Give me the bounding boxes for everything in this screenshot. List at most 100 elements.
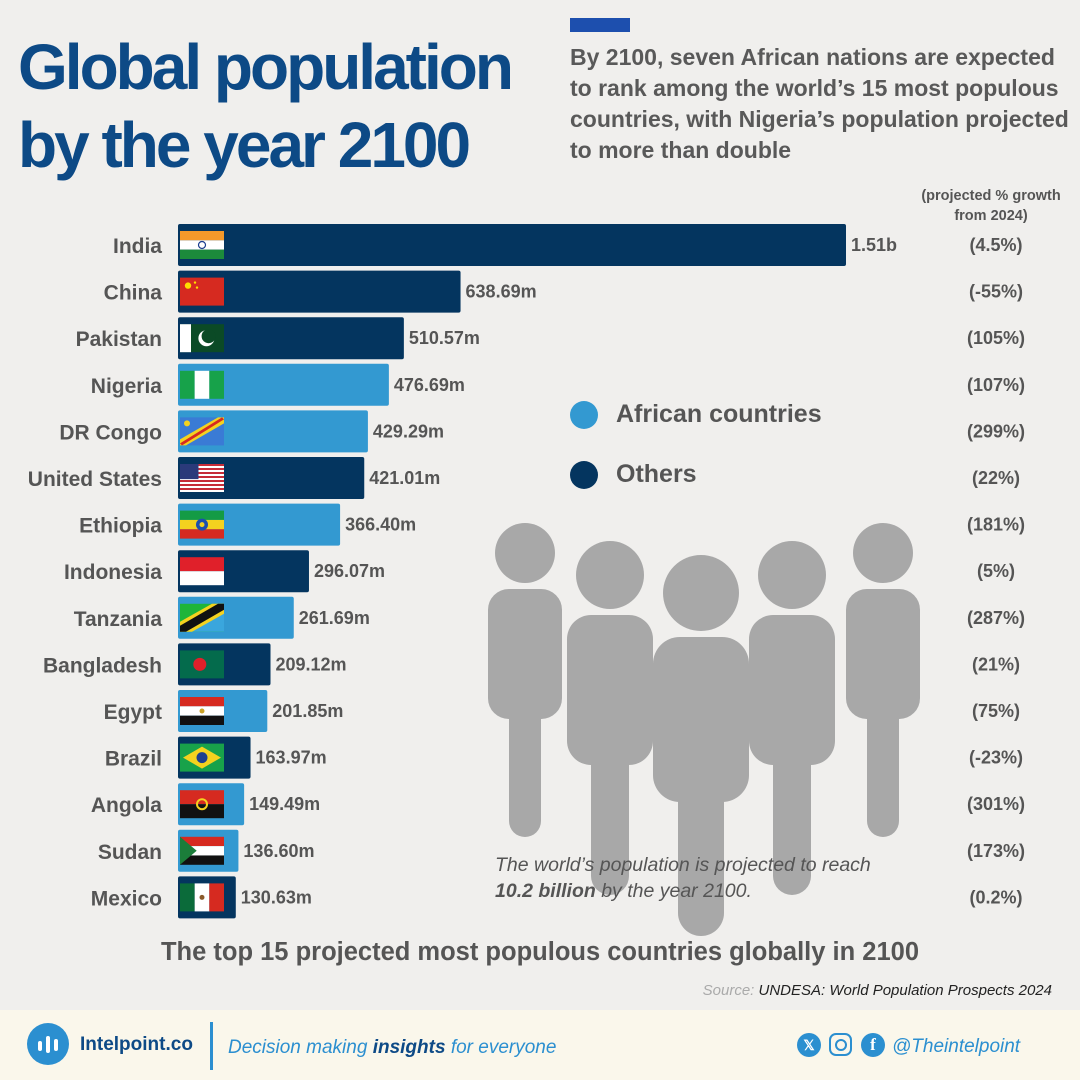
growth-label: (-55%) bbox=[969, 282, 1023, 302]
x-icon[interactable]: 𝕏 bbox=[797, 1033, 821, 1057]
person-legs bbox=[591, 705, 629, 895]
population-note: The world’s population is projected to r… bbox=[495, 852, 935, 904]
category-label: Egypt bbox=[104, 701, 162, 724]
category-label: Sudan bbox=[98, 841, 162, 864]
person-head bbox=[853, 523, 913, 583]
people-group-icon bbox=[488, 523, 920, 936]
legend-dot-african bbox=[570, 400, 598, 429]
person-legs bbox=[773, 705, 811, 895]
footer: Intelpoint.co Decision making insights f… bbox=[0, 1010, 1080, 1080]
category-label: China bbox=[104, 282, 163, 305]
pakistan-flag-icon bbox=[180, 324, 224, 353]
note-prefix: The world’s population is projected to r… bbox=[495, 854, 871, 876]
brand-name[interactable]: Intelpoint.co bbox=[80, 1034, 193, 1055]
india-flag-icon bbox=[180, 231, 224, 259]
note-suffix: by the year 2100. bbox=[601, 880, 752, 902]
category-label: Bangladesh bbox=[43, 654, 162, 677]
ethiopia-flag-icon bbox=[180, 510, 224, 539]
tagline-bold: insights bbox=[372, 1037, 446, 1058]
bars-layer: India 1.51b (4.5%) China 638.69m (-55%) Pakist… bbox=[28, 224, 1025, 919]
indonesia-flag-icon bbox=[180, 557, 224, 586]
angola-flag-icon bbox=[180, 790, 224, 819]
growth-header-line-1: (projected % growth bbox=[921, 188, 1061, 204]
tagline: Decision making insights for everyone bbox=[228, 1037, 556, 1059]
subtitle: By 2100, seven African nations are expec… bbox=[570, 44, 1069, 163]
growth-label: (5%) bbox=[977, 561, 1015, 581]
value-label: 261.69m bbox=[299, 608, 370, 628]
legend-item-african: African countries bbox=[570, 400, 822, 429]
growth-label: (0.2%) bbox=[969, 887, 1022, 907]
bar-pakistan bbox=[178, 317, 404, 360]
legend-dot-others bbox=[570, 460, 598, 489]
growth-column-header: (projected % growth from 2024) bbox=[905, 186, 1077, 226]
social-handle[interactable]: @Theintelpoint bbox=[892, 1036, 1021, 1057]
footer-divider bbox=[210, 1022, 213, 1070]
facebook-icon[interactable]: f bbox=[861, 1033, 885, 1057]
instagram-icon[interactable] bbox=[829, 1033, 852, 1056]
category-label: DR Congo bbox=[59, 421, 162, 444]
brazil-flag-icon bbox=[180, 743, 224, 772]
source-line: Source: UNDESA: World Population Prospec… bbox=[703, 982, 1052, 999]
category-label: Angola bbox=[91, 794, 162, 817]
person-head bbox=[663, 555, 739, 631]
category-label: Tanzania bbox=[74, 608, 163, 631]
person-legs bbox=[678, 736, 724, 936]
growth-header-line-2: from 2024) bbox=[954, 208, 1028, 224]
usa-flag-icon bbox=[180, 464, 224, 492]
drc-flag-icon bbox=[180, 417, 224, 446]
egypt-flag-icon bbox=[180, 697, 224, 725]
person-body bbox=[567, 615, 653, 765]
value-label: 638.69m bbox=[466, 282, 537, 302]
person-head bbox=[576, 541, 644, 609]
growth-label: (181%) bbox=[967, 515, 1025, 535]
bar-china bbox=[178, 270, 461, 313]
category-label: Brazil bbox=[105, 748, 162, 771]
growth-label: (105%) bbox=[967, 328, 1025, 348]
value-label: 366.40m bbox=[345, 515, 416, 535]
title-line-2: by the year 2100 bbox=[18, 109, 471, 181]
growth-label: (107%) bbox=[967, 375, 1025, 395]
category-label: Pakistan bbox=[76, 328, 162, 351]
legend-item-others: Others bbox=[570, 460, 697, 489]
value-label: 429.29m bbox=[373, 421, 444, 441]
growth-label: (301%) bbox=[967, 794, 1025, 814]
category-label: Mexico bbox=[91, 887, 162, 910]
category-label: Nigeria bbox=[91, 375, 163, 398]
growth-label: (287%) bbox=[967, 608, 1025, 628]
growth-label: (299%) bbox=[967, 421, 1025, 441]
category-label: Ethiopia bbox=[79, 515, 162, 538]
source-value: UNDESA: World Population Prospects 2024 bbox=[758, 982, 1052, 999]
title-line-1: Global population bbox=[18, 31, 514, 103]
value-label: 201.85m bbox=[272, 701, 343, 721]
person-body bbox=[653, 637, 749, 802]
bangladesh-flag-icon bbox=[180, 650, 224, 679]
intelpoint-logo-icon bbox=[27, 1023, 69, 1065]
bar-united-states bbox=[178, 457, 365, 499]
value-label: 421.01m bbox=[369, 468, 440, 488]
value-label: 510.57m bbox=[409, 328, 480, 348]
bar-india bbox=[178, 224, 846, 266]
mexico-flag-icon bbox=[180, 883, 224, 912]
value-label: 296.07m bbox=[314, 561, 385, 581]
category-label: United States bbox=[28, 468, 162, 491]
page-title: Global population by the year 2100 bbox=[18, 28, 558, 184]
growth-label: (75%) bbox=[972, 701, 1020, 721]
value-label: 136.60m bbox=[243, 841, 314, 861]
bar-dr-congo bbox=[178, 410, 368, 453]
growth-label: (21%) bbox=[972, 654, 1020, 674]
growth-label: (22%) bbox=[972, 468, 1020, 488]
value-label: 476.69m bbox=[394, 375, 465, 395]
sudan-flag-icon bbox=[180, 836, 224, 865]
bar-nigeria bbox=[178, 363, 389, 406]
category-label: India bbox=[113, 235, 162, 258]
china-flag-icon bbox=[180, 277, 224, 306]
value-label: 163.97m bbox=[256, 748, 327, 768]
bar-chart: India 1.51b (4.5%) China 638.69m (-55%) Pakist… bbox=[28, 224, 1025, 936]
value-label: 1.51b bbox=[851, 235, 897, 255]
person-legs bbox=[867, 667, 899, 837]
tagline-suffix: for everyone bbox=[450, 1037, 557, 1058]
growth-label: (4.5%) bbox=[969, 235, 1022, 255]
nigeria-flag-icon bbox=[180, 370, 224, 399]
value-label: 209.12m bbox=[276, 654, 347, 674]
growth-label: (-23%) bbox=[969, 748, 1023, 768]
